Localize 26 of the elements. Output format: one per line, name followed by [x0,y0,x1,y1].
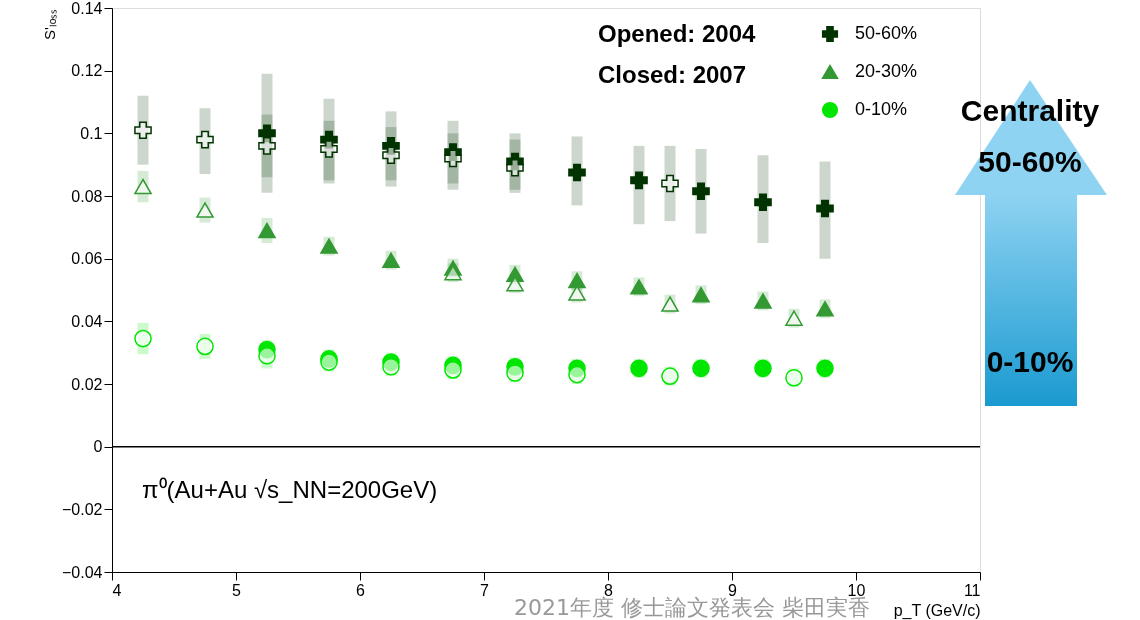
y-tick-label: 0.12 [71,62,103,80]
y-tick-label: 0.1 [80,124,103,142]
y-tick-label: 0.02 [71,375,103,393]
legend-label: 20-30% [855,61,918,81]
y-tick-label: 0.08 [71,187,103,205]
x-tick-label: 5 [232,581,242,599]
annotation: 50-60% [978,145,1082,178]
annotation: Centrality [960,94,1100,127]
y-tick-label: 0.14 [71,0,103,17]
annotation: π⁰(Au+Au √s_NN=200GeV) [142,476,438,503]
x-tick-label: 7 [480,581,490,599]
text: 0-10% [986,345,1074,378]
y-tick-label: −0.04 [62,563,103,581]
y-tick-label: 0.06 [71,250,103,268]
y-tick-label: −0.02 [62,500,103,518]
x-tick-label: 4 [112,581,122,599]
y-tick-label: 0 [93,438,103,456]
x-axis-title: p_T (GeV/c) [893,601,981,620]
legend-label: 0-10% [855,99,908,119]
legend-label: 50-60% [855,23,918,43]
y-axis-title: S'ₗₒₛₛ [41,8,59,41]
annotation: Opened: 2004 [598,20,757,47]
x-tick-label: 6 [356,581,366,599]
x-tick-label: 11 [963,581,981,599]
y-tick-label: 0.04 [71,312,103,330]
annotation: Closed: 2007 [598,61,747,88]
